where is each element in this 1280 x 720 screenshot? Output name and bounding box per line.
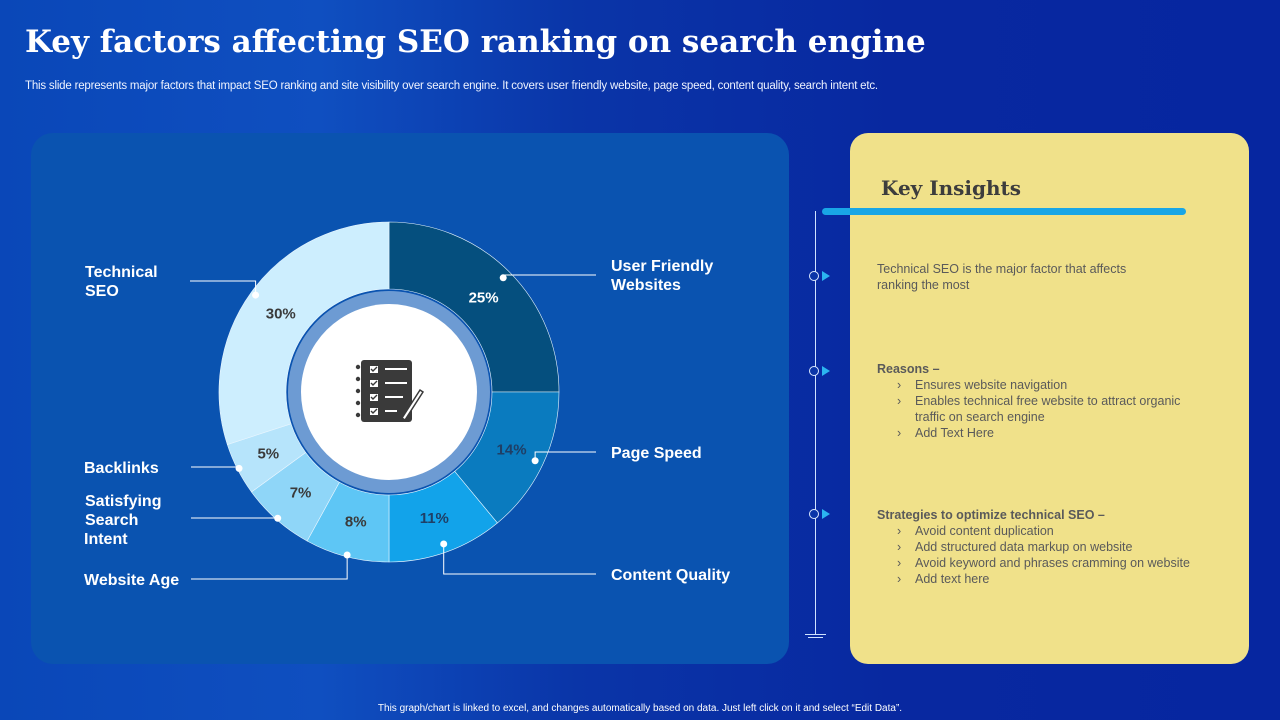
leader-line [191,555,348,580]
reason-item-continued: traffic on search engine [915,410,1045,424]
category-label: Page Speed [611,445,702,462]
slice-value-label: 11% [420,510,449,527]
insight-strategies: Strategies to optimize technical SEO – A… [877,507,1217,587]
strategy-item: Avoid content duplication [897,523,1217,539]
arrow-right-icon [822,271,830,281]
reason-item: Ensures website navigation [897,377,1217,393]
category-label: Backlinks [84,460,159,477]
leader-line [502,274,596,278]
timeline-marker-reasons [809,365,833,377]
reasons-list: Ensures website navigation Enables techn… [877,377,1217,441]
leader-dot [235,464,243,472]
leader-dot [343,551,351,559]
category-label: Website Age [84,572,179,589]
leader-dot [531,457,539,465]
leader-line [190,280,257,296]
timeline-base-short [808,637,823,638]
leader-line [191,466,240,469]
leader-dot [252,291,260,299]
reason-item: Add Text Here [897,425,1217,441]
slice-value-label: 7% [290,484,312,501]
timeline-marker-strategies [809,508,833,520]
category-label: Content Quality [611,567,730,584]
strategy-item: Add structured data markup on website [897,539,1217,555]
arrow-right-icon [822,366,830,376]
page-title: Key factors affecting SEO ranking on sea… [25,24,926,60]
reason-item: Enables technical free website to attrac… [897,393,1217,409]
timeline-base [805,634,826,635]
timeline-dot [809,271,819,281]
slice-value-label: 30% [266,305,296,322]
key-insights-title: Key Insights [881,176,1022,200]
category-label: Technical SEO [85,264,158,300]
leader-line [443,543,596,575]
page-subtitle: This slide represents major factors that… [25,80,878,92]
arrow-right-icon [822,509,830,519]
insight-intro-line: ranking the most [877,278,970,292]
reasons-heading: Reasons – [877,362,940,376]
insight-reasons: Reasons – Ensures website navigation Ena… [877,361,1217,441]
donut-chart[interactable]: 25% 14% 11% 8% 7% 5% 30% User Friendly Websites… [0,0,800,720]
category-label: User Friendly Websites [611,258,713,294]
timeline-marker-intro [809,270,833,282]
leader-dot [499,274,507,282]
insight-intro-line: Technical SEO is the major factor that a… [877,262,1127,276]
timeline-dot [809,509,819,519]
strategies-list: Avoid content duplication Add structured… [877,523,1217,587]
strategies-heading: Strategies to optimize technical SEO – [877,508,1105,522]
slice-value-label: 14% [497,442,527,459]
donut-slice-user-friendly-websites[interactable] [388,221,560,393]
timeline-dot [809,366,819,376]
footer-note: This graph/chart is linked to excel, and… [377,703,903,714]
strategy-item: Add text here [897,571,1217,587]
donut-slice-technical-seo[interactable] [218,221,390,445]
category-label: Satisfying Search Intent [84,493,161,548]
slice-value-label: 25% [469,289,499,306]
timeline-line [815,211,816,635]
insight-intro: Technical SEO is the major factor that a… [877,261,1217,293]
leader-dot [440,540,448,548]
checklist-notebook-icon [355,360,425,422]
slice-value-label: 5% [257,445,279,462]
strategy-item: Avoid keyword and phrases cramming on we… [897,555,1217,571]
leader-dot [274,514,282,522]
insights-accent-bar [822,208,1186,215]
slice-value-label: 8% [345,514,367,531]
